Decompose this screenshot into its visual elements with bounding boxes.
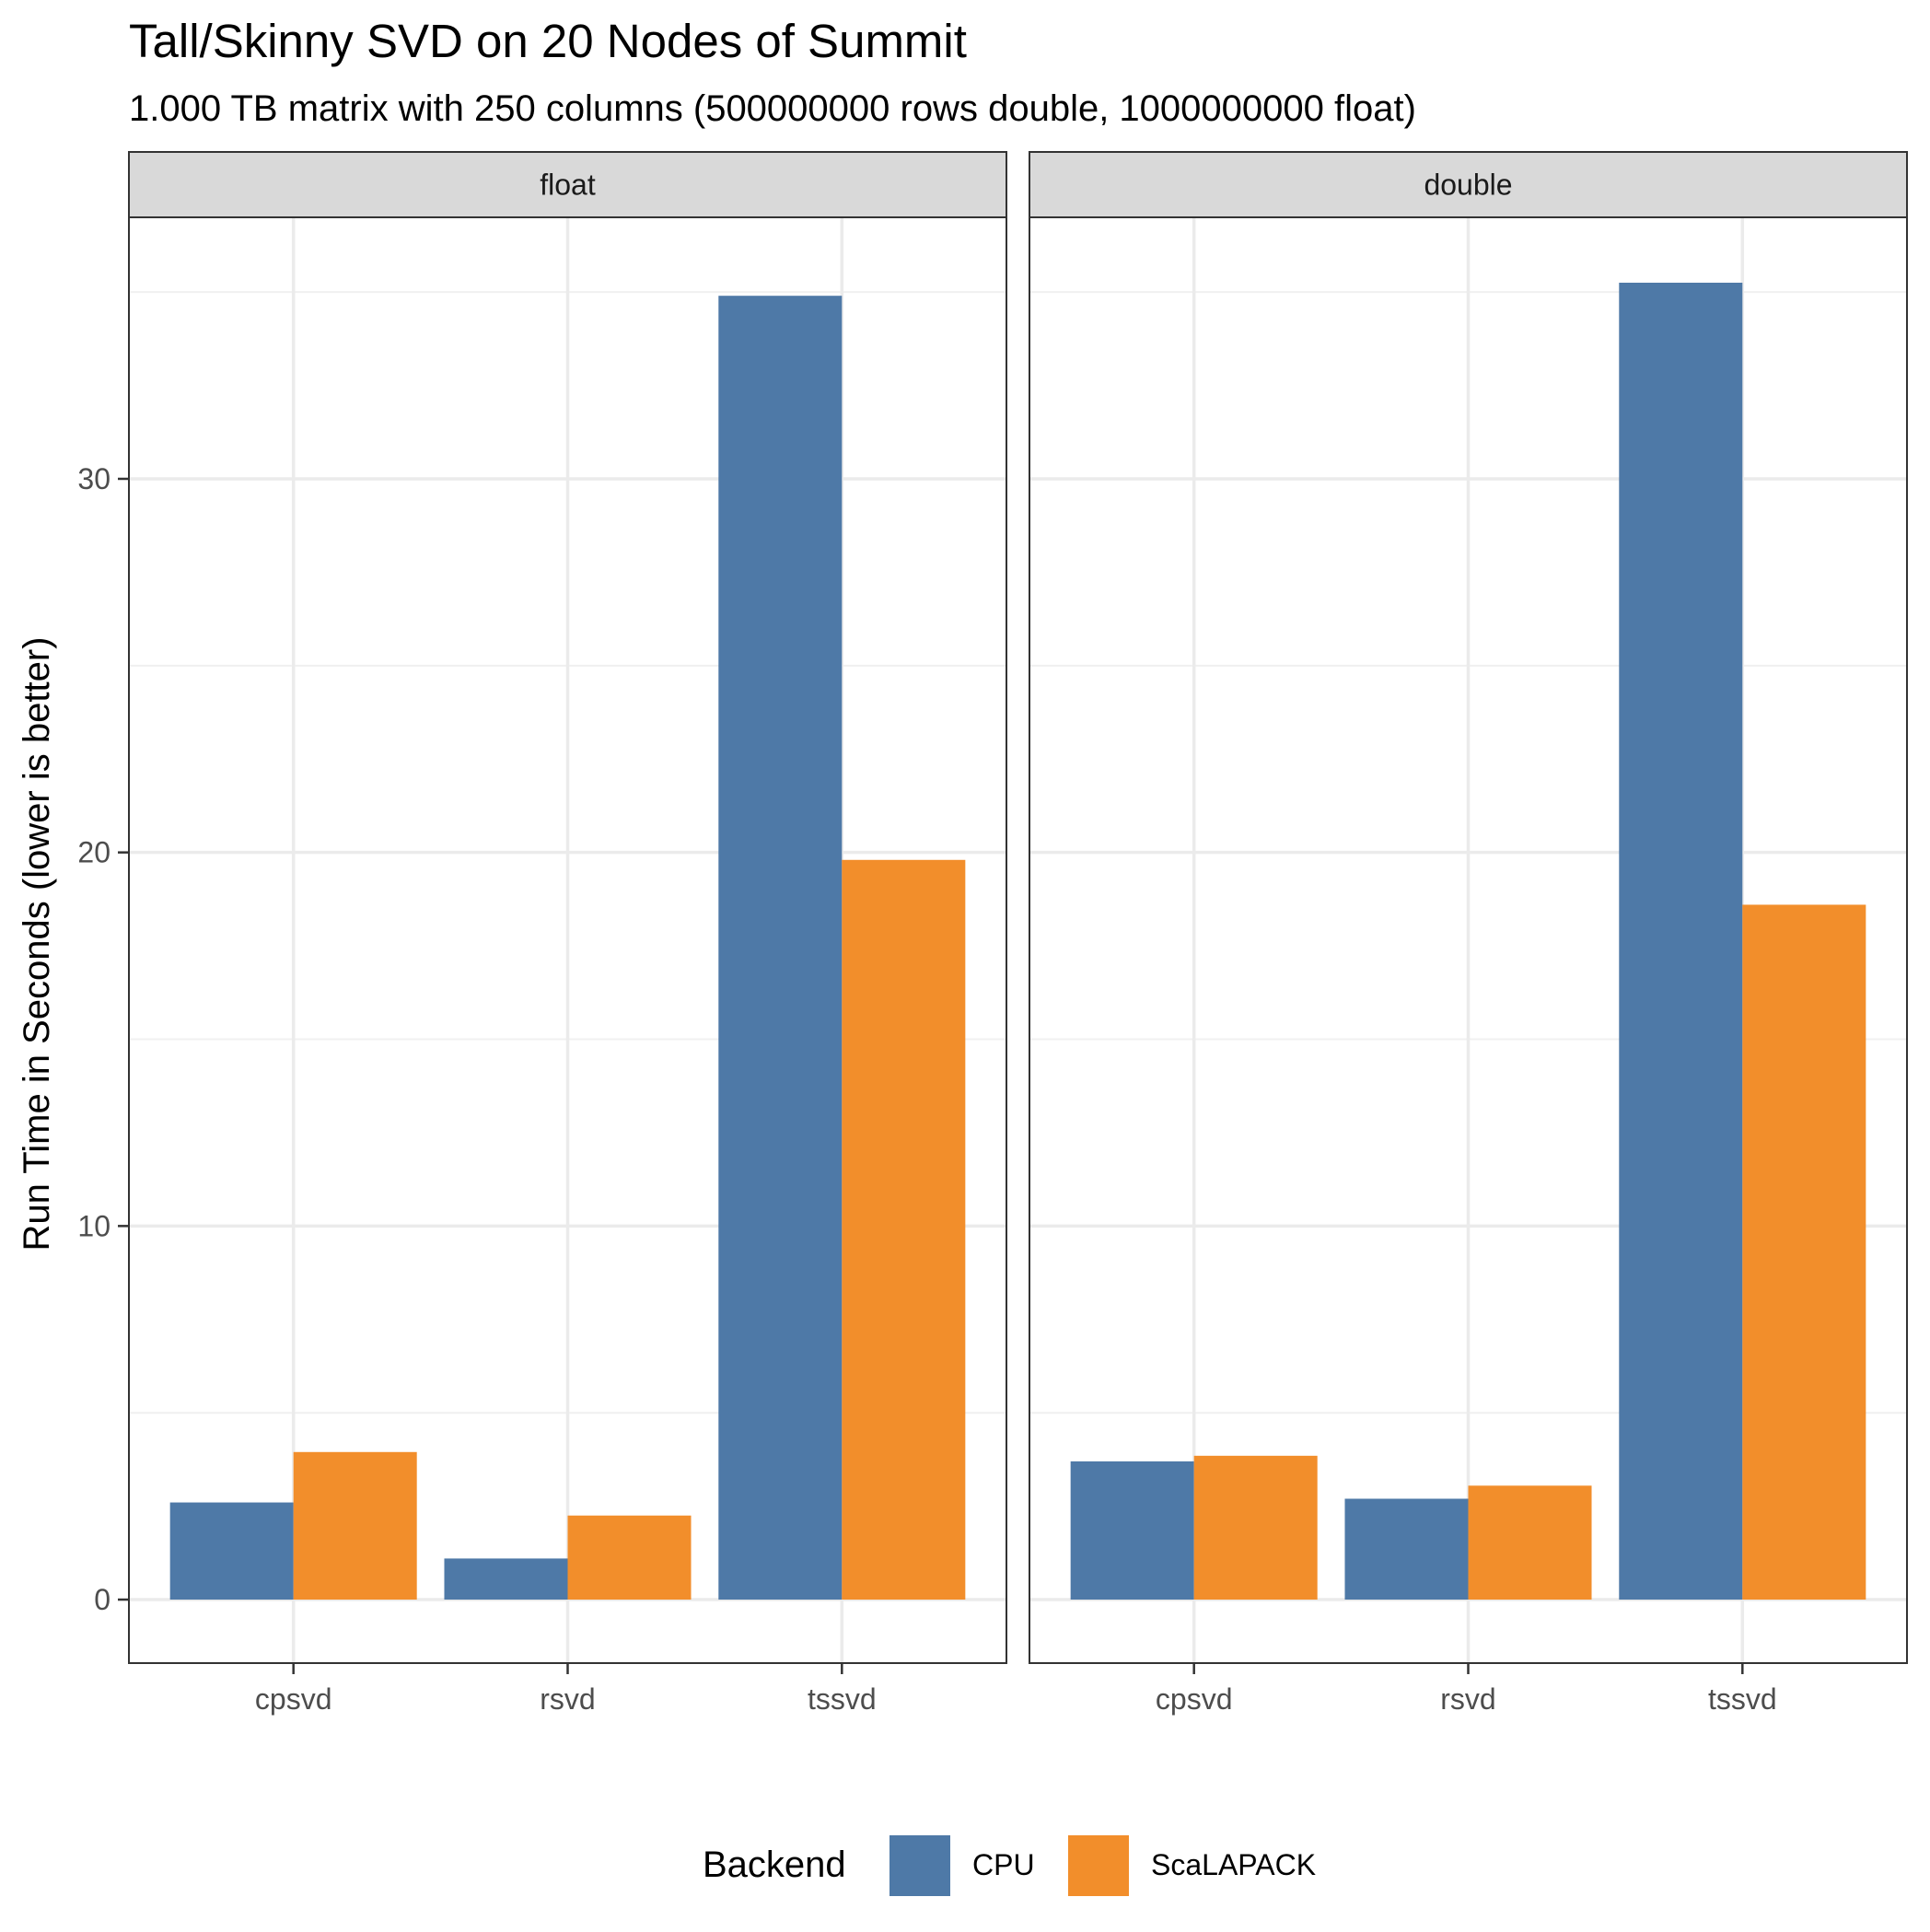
bar-double-cpsvd-CPU	[1070, 1461, 1194, 1600]
x-tick-label: rsvd	[1440, 1682, 1495, 1716]
x-tick-label: tssvd	[1708, 1682, 1777, 1716]
y-tick-label: 30	[77, 462, 110, 495]
bar-float-rsvd-ScaLAPACK	[567, 1515, 692, 1600]
bar-double-cpsvd-ScaLAPACK	[1193, 1455, 1318, 1600]
facet-strip	[128, 151, 1007, 218]
y-tick-label: 20	[77, 836, 110, 869]
bar-float-cpsvd-CPU	[169, 1502, 294, 1600]
x-tick-label: rsvd	[540, 1682, 595, 1716]
bar-float-tssvd-ScaLAPACK	[842, 859, 966, 1600]
bar-double-rsvd-CPU	[1344, 1498, 1469, 1600]
legend-title: Backend	[703, 1845, 846, 1885]
bar-float-tssvd-CPU	[718, 296, 843, 1600]
facet-strip-label: double	[1424, 169, 1512, 202]
legend-label-scalapack: ScaLAPACK	[1151, 1848, 1316, 1881]
facet-strip-label: float	[540, 169, 596, 202]
bar-double-tssvd-ScaLAPACK	[1742, 904, 1866, 1600]
legend-label-cpu: CPU	[972, 1848, 1035, 1881]
chart-title: Tall/Skinny SVD on 20 Nodes of Summit	[129, 15, 967, 67]
chart-subtitle: 1.000 TB matrix with 250 columns (500000…	[129, 88, 1416, 129]
y-tick-label: 0	[94, 1583, 110, 1616]
bar-double-tssvd-CPU	[1619, 282, 1743, 1600]
bar-float-rsvd-CPU	[444, 1558, 568, 1600]
facet-panel-double: double cpsvd rsvd tssvd	[1029, 151, 1908, 1716]
y-axis-title: Run Time in Seconds (lower is better)	[17, 637, 57, 1251]
x-tick-label: cpsvd	[1156, 1682, 1233, 1716]
facet-strip	[1029, 151, 1908, 218]
x-tick-label: tssvd	[808, 1682, 877, 1716]
legend-key-cpu	[889, 1835, 950, 1896]
y-axis: 0 10 20 30	[77, 462, 129, 1616]
y-tick-label: 10	[77, 1209, 110, 1242]
bar-double-rsvd-ScaLAPACK	[1468, 1485, 1592, 1600]
bar-float-cpsvd-ScaLAPACK	[293, 1451, 417, 1600]
facet-panel-float: float cpsvd rsvd tssvd	[128, 151, 1007, 1716]
x-tick-label: cpsvd	[255, 1682, 332, 1716]
legend-key-scalapack	[1068, 1835, 1129, 1896]
